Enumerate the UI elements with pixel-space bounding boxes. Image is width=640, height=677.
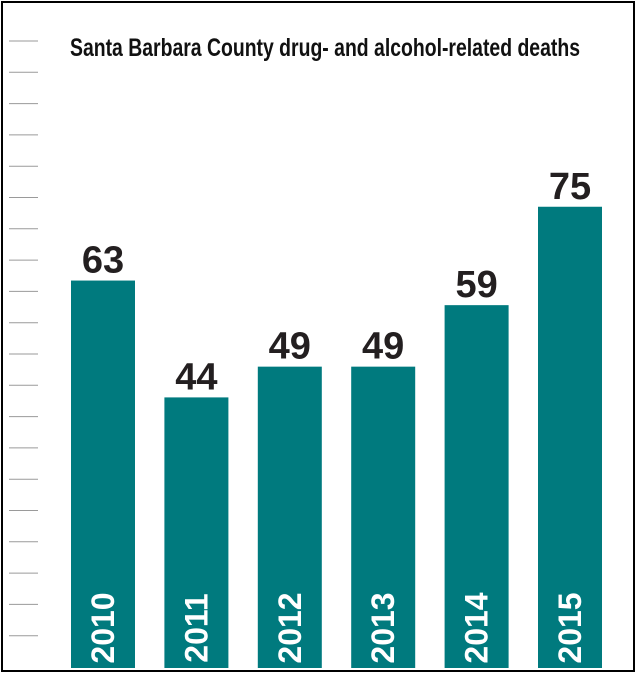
- y-axis-ticks: [9, 40, 38, 637]
- category-label-2010: 2010: [85, 592, 121, 663]
- value-label-2010: 63: [82, 240, 124, 282]
- bar-2015: [538, 206, 602, 668]
- value-label-2012: 49: [269, 326, 311, 368]
- chart-title: Santa Barbara County drug- and alcohol-r…: [70, 34, 580, 62]
- bar-2010: [71, 280, 135, 668]
- value-label-2014: 59: [455, 264, 497, 306]
- category-label-2012: 2012: [272, 592, 308, 663]
- category-label-2011: 2011: [178, 593, 214, 662]
- bar-2011: [164, 397, 229, 668]
- category-label-2015: 2015: [552, 592, 588, 663]
- bar-2012: [257, 366, 322, 668]
- category-label-2013: 2013: [365, 592, 401, 663]
- category-label-2014: 2014: [459, 592, 495, 663]
- bars-group: 63 2010 44 2011 49 2012 49 2013 59 2014 75 2015: [71, 166, 602, 668]
- bar-2014: [444, 305, 509, 668]
- value-label-2013: 49: [362, 326, 404, 368]
- value-label-2015: 75: [549, 166, 591, 208]
- bar-2013: [351, 366, 416, 668]
- value-label-2011: 44: [175, 356, 217, 398]
